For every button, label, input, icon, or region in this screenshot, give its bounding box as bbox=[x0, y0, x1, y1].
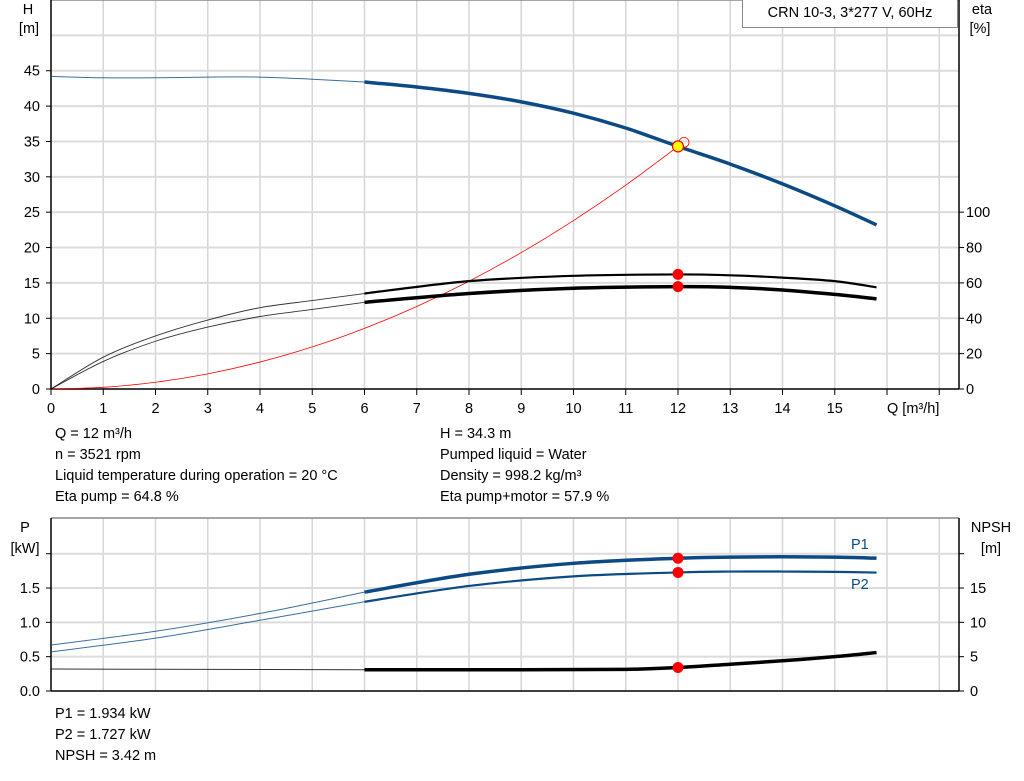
y2-axis-label: NPSH bbox=[971, 520, 1011, 536]
npsh-duty-marker bbox=[672, 662, 684, 674]
x-tick-label: 4 bbox=[256, 401, 264, 417]
y-tick-label: 1.5 bbox=[20, 581, 40, 597]
x-axis-label: Q [m³/h] bbox=[887, 401, 939, 417]
y-tick-label: 40 bbox=[24, 99, 40, 115]
power-info: P1 = 1.934 kW P2 = 1.727 kW NPSH = 3.42 … bbox=[55, 704, 156, 767]
operating-info-right: H = 34.3 m Pumped liquid = Water Density… bbox=[440, 424, 609, 508]
p1-series-label: P1 bbox=[851, 537, 869, 553]
y-tick-label: 5 bbox=[32, 347, 40, 363]
y-tick-label: 0.0 bbox=[20, 684, 40, 700]
y2-tick-label: 80 bbox=[966, 241, 982, 257]
npsh-curve bbox=[364, 650, 877, 672]
system-curve bbox=[50, 146, 679, 390]
info-eta-pump: Eta pump = 64.8 % bbox=[55, 489, 179, 505]
y-tick-label: 0 bbox=[32, 382, 40, 398]
y-tick-label: 15 bbox=[24, 276, 40, 292]
eta-pump-motor-curve bbox=[364, 284, 877, 305]
operating-point-marker bbox=[671, 140, 685, 153]
x-tick-label: 9 bbox=[517, 401, 525, 417]
info-p1: P1 = 1.934 kW bbox=[55, 706, 151, 722]
y2-axis-unit: [%] bbox=[970, 21, 991, 37]
y2-tick-label: 60 bbox=[966, 276, 982, 292]
info-flow: Q = 12 m³/h bbox=[55, 426, 132, 442]
info-p2: P2 = 1.727 kW bbox=[55, 727, 151, 743]
x-tick-label: 10 bbox=[565, 401, 581, 417]
npsh-curve-extended bbox=[50, 668, 365, 671]
info-density: Density = 998.2 kg/m³ bbox=[440, 468, 582, 484]
y-tick-label: 20 bbox=[24, 241, 40, 257]
x-tick-label: 15 bbox=[827, 401, 843, 417]
x-tick-label: 8 bbox=[465, 401, 473, 417]
y-tick-label: 1.0 bbox=[20, 615, 40, 631]
y-tick-label: 0.5 bbox=[20, 650, 40, 666]
x-tick-label: 7 bbox=[413, 401, 421, 417]
head-curve bbox=[364, 80, 878, 227]
p2-duty-marker bbox=[672, 566, 684, 578]
chart-title: CRN 10-3, 3*277 V, 60Hz bbox=[742, 0, 958, 28]
x-tick-label: 3 bbox=[204, 401, 212, 417]
x-tick-label: 6 bbox=[360, 401, 368, 417]
head-curve-extended bbox=[50, 75, 365, 83]
y2-axis-unit: [m] bbox=[981, 541, 1001, 557]
y2-tick-label: 0 bbox=[966, 382, 974, 398]
info-liquid: Pumped liquid = Water bbox=[440, 447, 587, 463]
y2-tick-label: 100 bbox=[966, 205, 990, 221]
y2-tick-label: 10 bbox=[970, 615, 986, 631]
y2-tick-label: 40 bbox=[966, 311, 982, 327]
y-axis-unit: [m] bbox=[19, 21, 39, 37]
p2-curve-extended bbox=[50, 601, 365, 653]
y-tick-label: 35 bbox=[24, 134, 40, 150]
y-tick-label: 30 bbox=[24, 170, 40, 186]
x-tick-label: 13 bbox=[722, 401, 738, 417]
x-tick-label: 0 bbox=[47, 401, 55, 417]
info-temperature: Liquid temperature during operation = 20… bbox=[55, 468, 338, 484]
y-tick-label: 45 bbox=[24, 64, 40, 80]
info-head: H = 34.3 m bbox=[440, 426, 512, 442]
y-tick-label: 10 bbox=[24, 311, 40, 327]
y2-tick-label: 20 bbox=[966, 347, 982, 363]
x-tick-label: 11 bbox=[618, 401, 633, 417]
p1-duty-marker bbox=[672, 552, 684, 564]
x-tick-label: 5 bbox=[308, 401, 316, 417]
y2-axis-label: eta bbox=[972, 2, 993, 18]
info-npsh: NPSH = 3.42 m bbox=[55, 748, 157, 764]
x-tick-label: 14 bbox=[774, 401, 790, 417]
info-speed: n = 3521 rpm bbox=[55, 447, 141, 463]
eta-pump-duty-marker bbox=[672, 268, 684, 280]
x-tick-label: 1 bbox=[99, 401, 107, 417]
x-tick-label: 12 bbox=[670, 401, 686, 417]
eta-pump-curve-extended bbox=[50, 293, 365, 390]
y-axis-unit: [kW] bbox=[11, 541, 40, 557]
eta-pump-motor-duty-marker bbox=[672, 281, 684, 293]
y2-tick-label: 5 bbox=[970, 650, 978, 666]
p1-curve-extended bbox=[50, 591, 365, 646]
eta-pump-motor-curve-extended bbox=[50, 301, 365, 390]
info-eta-pump-motor: Eta pump+motor = 57.9 % bbox=[440, 489, 610, 505]
p2-series-label: P2 bbox=[851, 577, 869, 593]
y-axis-label: P bbox=[20, 520, 30, 536]
operating-info-left: Q = 12 m³/h n = 3521 rpm Liquid temperat… bbox=[55, 424, 338, 508]
y-tick-label: 25 bbox=[24, 205, 40, 221]
y-axis-label: H bbox=[23, 2, 33, 18]
y2-tick-label: 15 bbox=[970, 581, 986, 597]
x-tick-label: 2 bbox=[151, 401, 159, 417]
p2-curve bbox=[364, 570, 877, 603]
y2-tick-label: 0 bbox=[970, 684, 978, 700]
